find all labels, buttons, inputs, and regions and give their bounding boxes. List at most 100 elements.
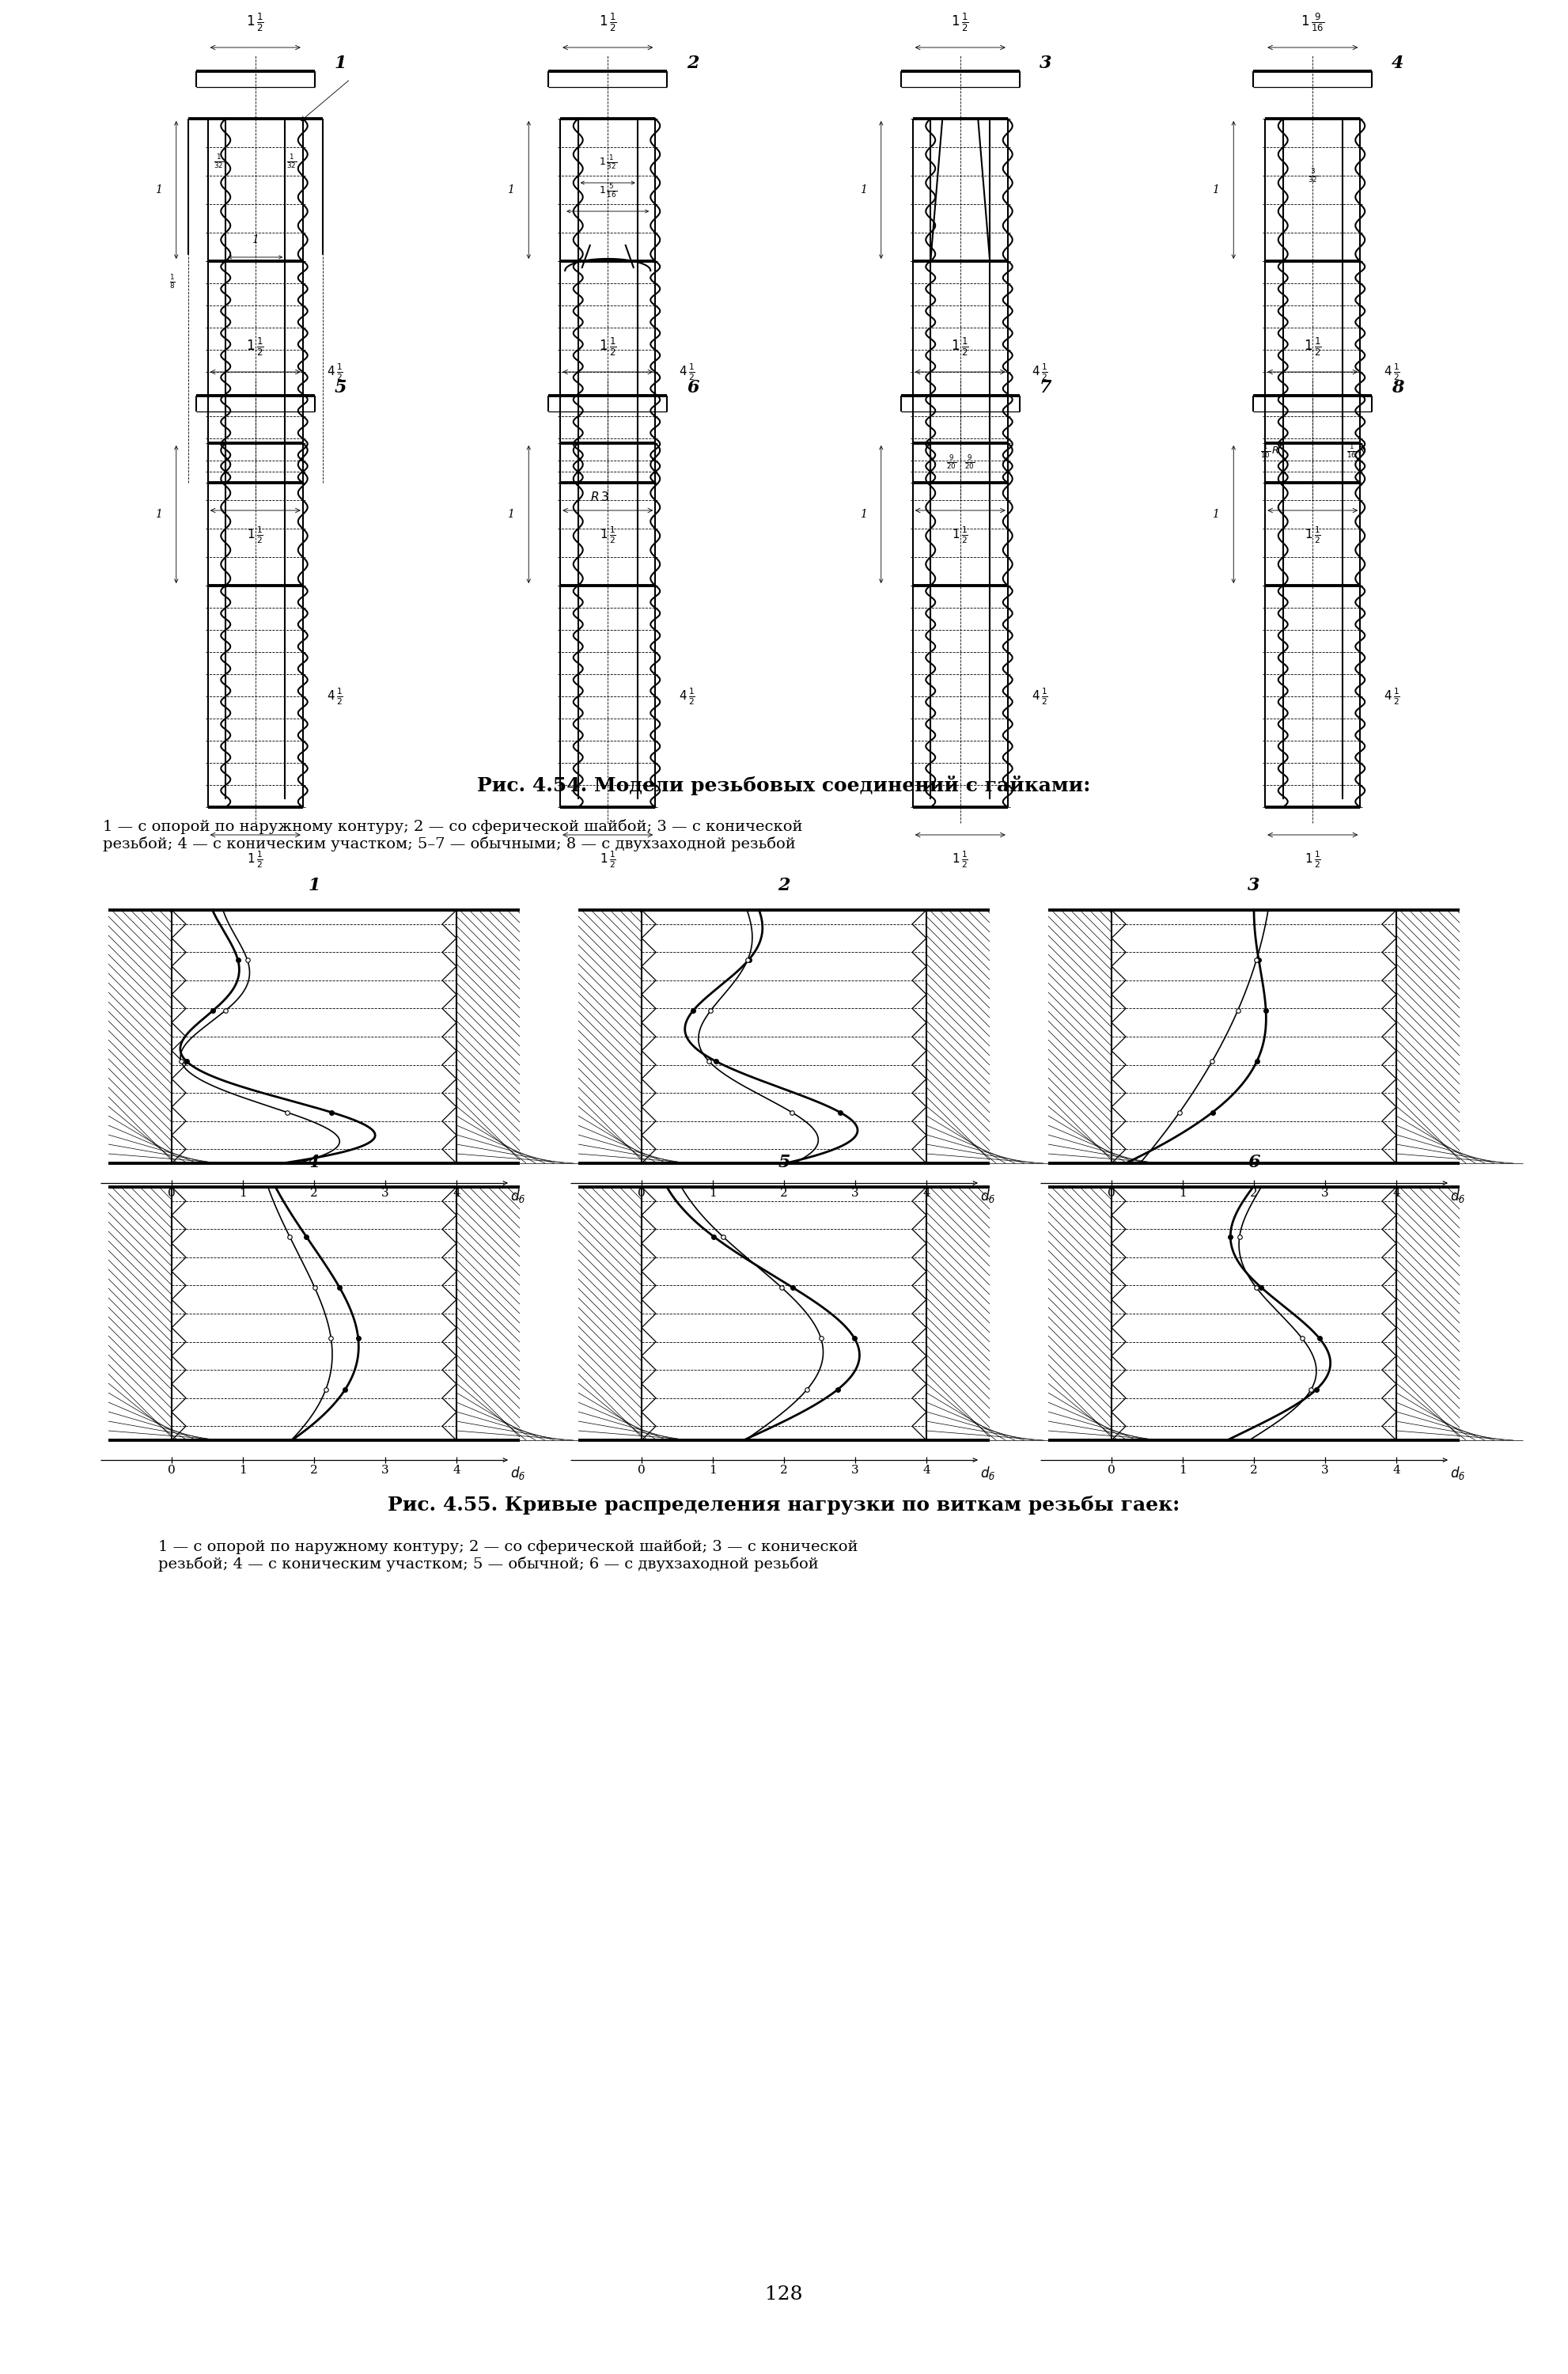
Text: $1\,\frac{1}{2}$: $1\,\frac{1}{2}$ xyxy=(1305,850,1320,869)
Text: 1: 1 xyxy=(334,55,347,71)
Text: $4\,\frac{1}{2}$: $4\,\frac{1}{2}$ xyxy=(1385,686,1400,707)
Text: 4: 4 xyxy=(307,1154,320,1170)
Text: $\frac{1}{8}$: $\frac{1}{8}$ xyxy=(169,273,176,290)
Text: 4: 4 xyxy=(1392,1465,1400,1477)
Text: 0: 0 xyxy=(638,1187,646,1199)
Bar xyxy=(1397,909,1460,1163)
Text: 1: 1 xyxy=(709,1187,717,1199)
Text: $4\,\frac{1}{2}$: $4\,\frac{1}{2}$ xyxy=(679,361,696,382)
Text: 1: 1 xyxy=(508,185,514,195)
Text: $1\,\frac{1}{2}$: $1\,\frac{1}{2}$ xyxy=(599,337,616,358)
Text: $1\,\frac{1}{2}$: $1\,\frac{1}{2}$ xyxy=(952,850,969,869)
Text: 3: 3 xyxy=(851,1465,859,1477)
Text: 5: 5 xyxy=(778,1154,790,1170)
Text: 0: 0 xyxy=(638,1465,646,1477)
Text: 1: 1 xyxy=(238,1465,246,1477)
Text: 3: 3 xyxy=(1322,1465,1330,1477)
Text: 6: 6 xyxy=(687,380,699,396)
Text: $\frac{1}{32}$: $\frac{1}{32}$ xyxy=(213,152,224,171)
Text: $4\,\frac{1}{2}$: $4\,\frac{1}{2}$ xyxy=(1032,686,1047,707)
Text: $d_б$: $d_б$ xyxy=(980,1187,996,1204)
Text: $\frac{1}{10}\,R$: $\frac{1}{10}\,R$ xyxy=(1259,442,1279,461)
Text: $1\,\frac{1}{32}$: $1\,\frac{1}{32}$ xyxy=(599,154,616,171)
Text: 0: 0 xyxy=(168,1187,176,1199)
Text: 1: 1 xyxy=(859,508,867,520)
Bar xyxy=(579,1187,641,1441)
Text: 4: 4 xyxy=(922,1187,930,1199)
Text: 5: 5 xyxy=(334,380,347,396)
Text: $\frac{9}{20}$: $\frac{9}{20}$ xyxy=(964,453,975,470)
Text: 3: 3 xyxy=(1322,1187,1330,1199)
Bar xyxy=(927,909,989,1163)
Text: 2: 2 xyxy=(781,1187,787,1199)
Text: 1: 1 xyxy=(859,185,867,195)
Text: 3: 3 xyxy=(1248,876,1261,895)
Text: 2: 2 xyxy=(310,1187,318,1199)
Text: $\frac{1}{16}\,R$: $\frac{1}{16}\,R$ xyxy=(1347,442,1366,461)
Text: 1: 1 xyxy=(238,1187,246,1199)
Text: 0: 0 xyxy=(1107,1187,1115,1199)
Text: 1: 1 xyxy=(155,185,162,195)
Text: 2: 2 xyxy=(1250,1187,1258,1199)
Bar xyxy=(456,1187,519,1441)
Text: $4\,\frac{1}{2}$: $4\,\frac{1}{2}$ xyxy=(1385,361,1400,382)
Text: $1\,\frac{1}{2}$: $1\,\frac{1}{2}$ xyxy=(952,525,969,546)
Text: $1\,\frac{1}{2}$: $1\,\frac{1}{2}$ xyxy=(599,12,616,33)
Text: 3: 3 xyxy=(381,1187,389,1199)
Text: $1\,\frac{1}{2}$: $1\,\frac{1}{2}$ xyxy=(246,12,265,33)
Text: $1\,\frac{1}{2}$: $1\,\frac{1}{2}$ xyxy=(599,850,616,869)
Text: 3: 3 xyxy=(1040,55,1052,71)
Text: $4\,\frac{1}{2}$: $4\,\frac{1}{2}$ xyxy=(326,361,343,382)
Text: 2: 2 xyxy=(310,1465,318,1477)
Text: $1\,\frac{1}{2}$: $1\,\frac{1}{2}$ xyxy=(246,337,265,358)
Text: $1\,\frac{1}{2}$: $1\,\frac{1}{2}$ xyxy=(1303,337,1322,358)
Text: 1: 1 xyxy=(1212,508,1220,520)
Bar xyxy=(927,1187,989,1441)
Text: $4\,\frac{1}{2}$: $4\,\frac{1}{2}$ xyxy=(326,686,343,707)
Text: $1\,\frac{5}{16}$: $1\,\frac{5}{16}$ xyxy=(599,183,616,199)
Text: $\frac{3}{32}$: $\frac{3}{32}$ xyxy=(1308,166,1317,185)
Text: 0: 0 xyxy=(168,1465,176,1477)
Text: 128: 128 xyxy=(765,2286,803,2303)
Text: 1: 1 xyxy=(709,1465,717,1477)
Text: 0: 0 xyxy=(1107,1465,1115,1477)
Text: 2: 2 xyxy=(778,876,790,895)
Text: 4: 4 xyxy=(453,1187,461,1199)
Text: 2: 2 xyxy=(1250,1465,1258,1477)
Text: 8: 8 xyxy=(1392,380,1403,396)
Text: $\frac{1}{32}$: $\frac{1}{32}$ xyxy=(287,152,296,171)
Text: $4\,\frac{1}{2}$: $4\,\frac{1}{2}$ xyxy=(1032,361,1047,382)
Text: $1\,\frac{1}{2}$: $1\,\frac{1}{2}$ xyxy=(1305,525,1320,546)
Text: 1 — с опорой по наружному контуру; 2 — со сферической шайбой; 3 — с конической
р: 1 — с опорой по наружному контуру; 2 — с… xyxy=(158,1538,858,1572)
Text: $d_б$: $d_б$ xyxy=(510,1465,525,1481)
Text: $1\,\frac{9}{16}$: $1\,\frac{9}{16}$ xyxy=(1301,12,1325,33)
Text: $1\,\frac{1}{2}$: $1\,\frac{1}{2}$ xyxy=(952,12,969,33)
Text: 1: 1 xyxy=(307,876,320,895)
Text: 3: 3 xyxy=(381,1465,389,1477)
Text: $4\,\frac{1}{2}$: $4\,\frac{1}{2}$ xyxy=(679,686,696,707)
Text: $1\,\frac{1}{2}$: $1\,\frac{1}{2}$ xyxy=(952,337,969,358)
Text: 1: 1 xyxy=(252,235,259,245)
Text: 1: 1 xyxy=(1179,1187,1187,1199)
Text: $\frac{9}{20}$: $\frac{9}{20}$ xyxy=(946,453,956,470)
Bar xyxy=(1049,909,1112,1163)
Bar xyxy=(1049,1187,1112,1441)
Text: $R\,3$: $R\,3$ xyxy=(591,491,610,503)
Text: 1: 1 xyxy=(155,508,162,520)
Text: $1\,\frac{1}{2}$: $1\,\frac{1}{2}$ xyxy=(248,525,263,546)
Text: 2: 2 xyxy=(781,1465,787,1477)
Text: Рис. 4.54. Модели резьбовых соединений с гайками:: Рис. 4.54. Модели резьбовых соединений с… xyxy=(477,776,1091,795)
Bar xyxy=(579,909,641,1163)
Text: 1: 1 xyxy=(1212,185,1220,195)
Bar xyxy=(108,909,171,1163)
Text: 1: 1 xyxy=(508,508,514,520)
Text: Рис. 4.55. Кривые распределения нагрузки по виткам резьбы гаек:: Рис. 4.55. Кривые распределения нагрузки… xyxy=(387,1496,1181,1515)
Text: $1\,\frac{1}{2}$: $1\,\frac{1}{2}$ xyxy=(248,850,263,869)
Text: 3: 3 xyxy=(851,1187,859,1199)
Text: $d_б$: $d_б$ xyxy=(510,1187,525,1204)
Text: 4: 4 xyxy=(453,1465,461,1477)
Text: 4: 4 xyxy=(922,1465,930,1477)
Text: $1\,\frac{1}{2}$: $1\,\frac{1}{2}$ xyxy=(599,525,616,546)
Text: 4: 4 xyxy=(1392,1187,1400,1199)
Text: 2: 2 xyxy=(687,55,699,71)
